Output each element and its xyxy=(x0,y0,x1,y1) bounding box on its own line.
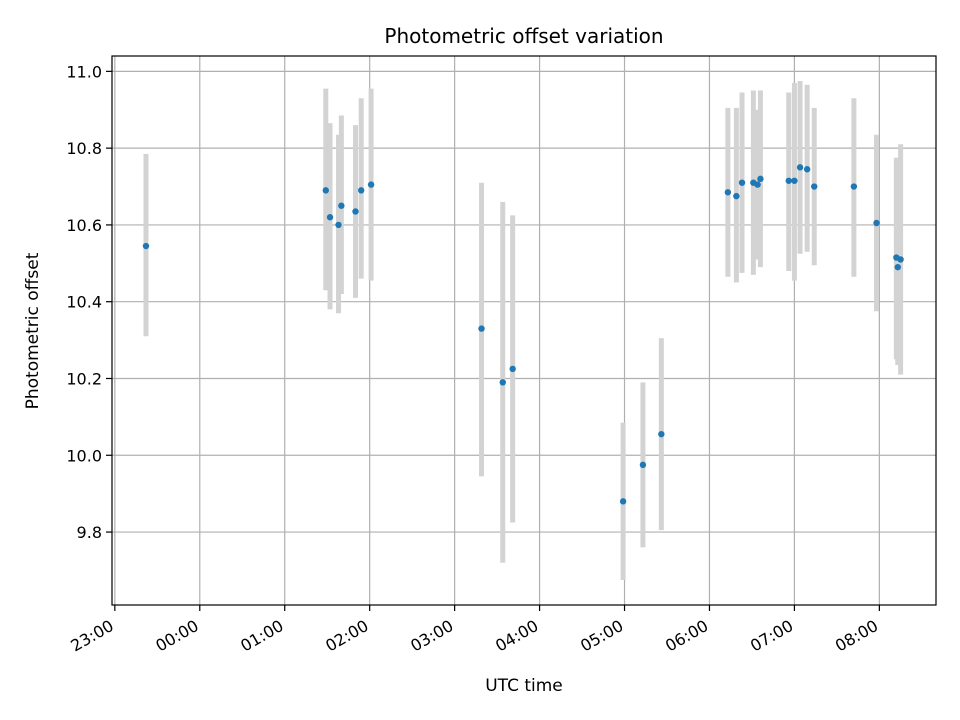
data-point xyxy=(352,208,359,215)
data-point xyxy=(803,166,811,173)
data-point xyxy=(850,183,858,190)
data-point xyxy=(338,202,345,209)
data-point xyxy=(658,430,665,438)
data-point xyxy=(724,189,732,196)
data-point xyxy=(738,179,746,186)
data-point xyxy=(811,183,818,190)
y-axis: 9.8 10.0 10.2 10.4 10.6 10.8 11.0 xyxy=(66,62,112,542)
data-point xyxy=(873,219,880,227)
y-tick-label: 10.2 xyxy=(66,369,102,388)
data-point xyxy=(509,365,516,373)
data-point xyxy=(499,379,506,386)
y-axis-title: Photometric offset xyxy=(23,252,43,409)
y-tick-label: 9.8 xyxy=(77,523,102,542)
data-point xyxy=(357,187,365,194)
data-point xyxy=(335,221,342,229)
data-point xyxy=(326,214,334,221)
data-point xyxy=(894,263,901,271)
grid xyxy=(112,56,936,605)
data-point xyxy=(478,325,485,332)
data-point xyxy=(791,177,798,184)
data-point xyxy=(785,177,792,184)
chart-title: Photometric offset variation xyxy=(384,24,663,48)
y-tick-label: 11.0 xyxy=(66,62,102,81)
data-point xyxy=(619,498,627,505)
data-point xyxy=(733,192,740,200)
data-point xyxy=(897,256,904,263)
data-point xyxy=(142,242,150,250)
data-point xyxy=(754,181,761,188)
plot-area-frame xyxy=(111,55,937,606)
y-tick-label: 10.8 xyxy=(66,139,102,158)
data-point xyxy=(796,164,804,171)
y-tick-label: 10.6 xyxy=(66,216,102,235)
data-points xyxy=(142,164,904,505)
x-axis-title: UTC time xyxy=(485,676,563,696)
data-point xyxy=(322,187,329,194)
data-point xyxy=(367,181,375,188)
data-point xyxy=(639,461,647,469)
y-tick-label: 10.0 xyxy=(66,446,102,465)
data-point xyxy=(757,175,764,183)
y-tick-label: 10.4 xyxy=(66,293,102,312)
